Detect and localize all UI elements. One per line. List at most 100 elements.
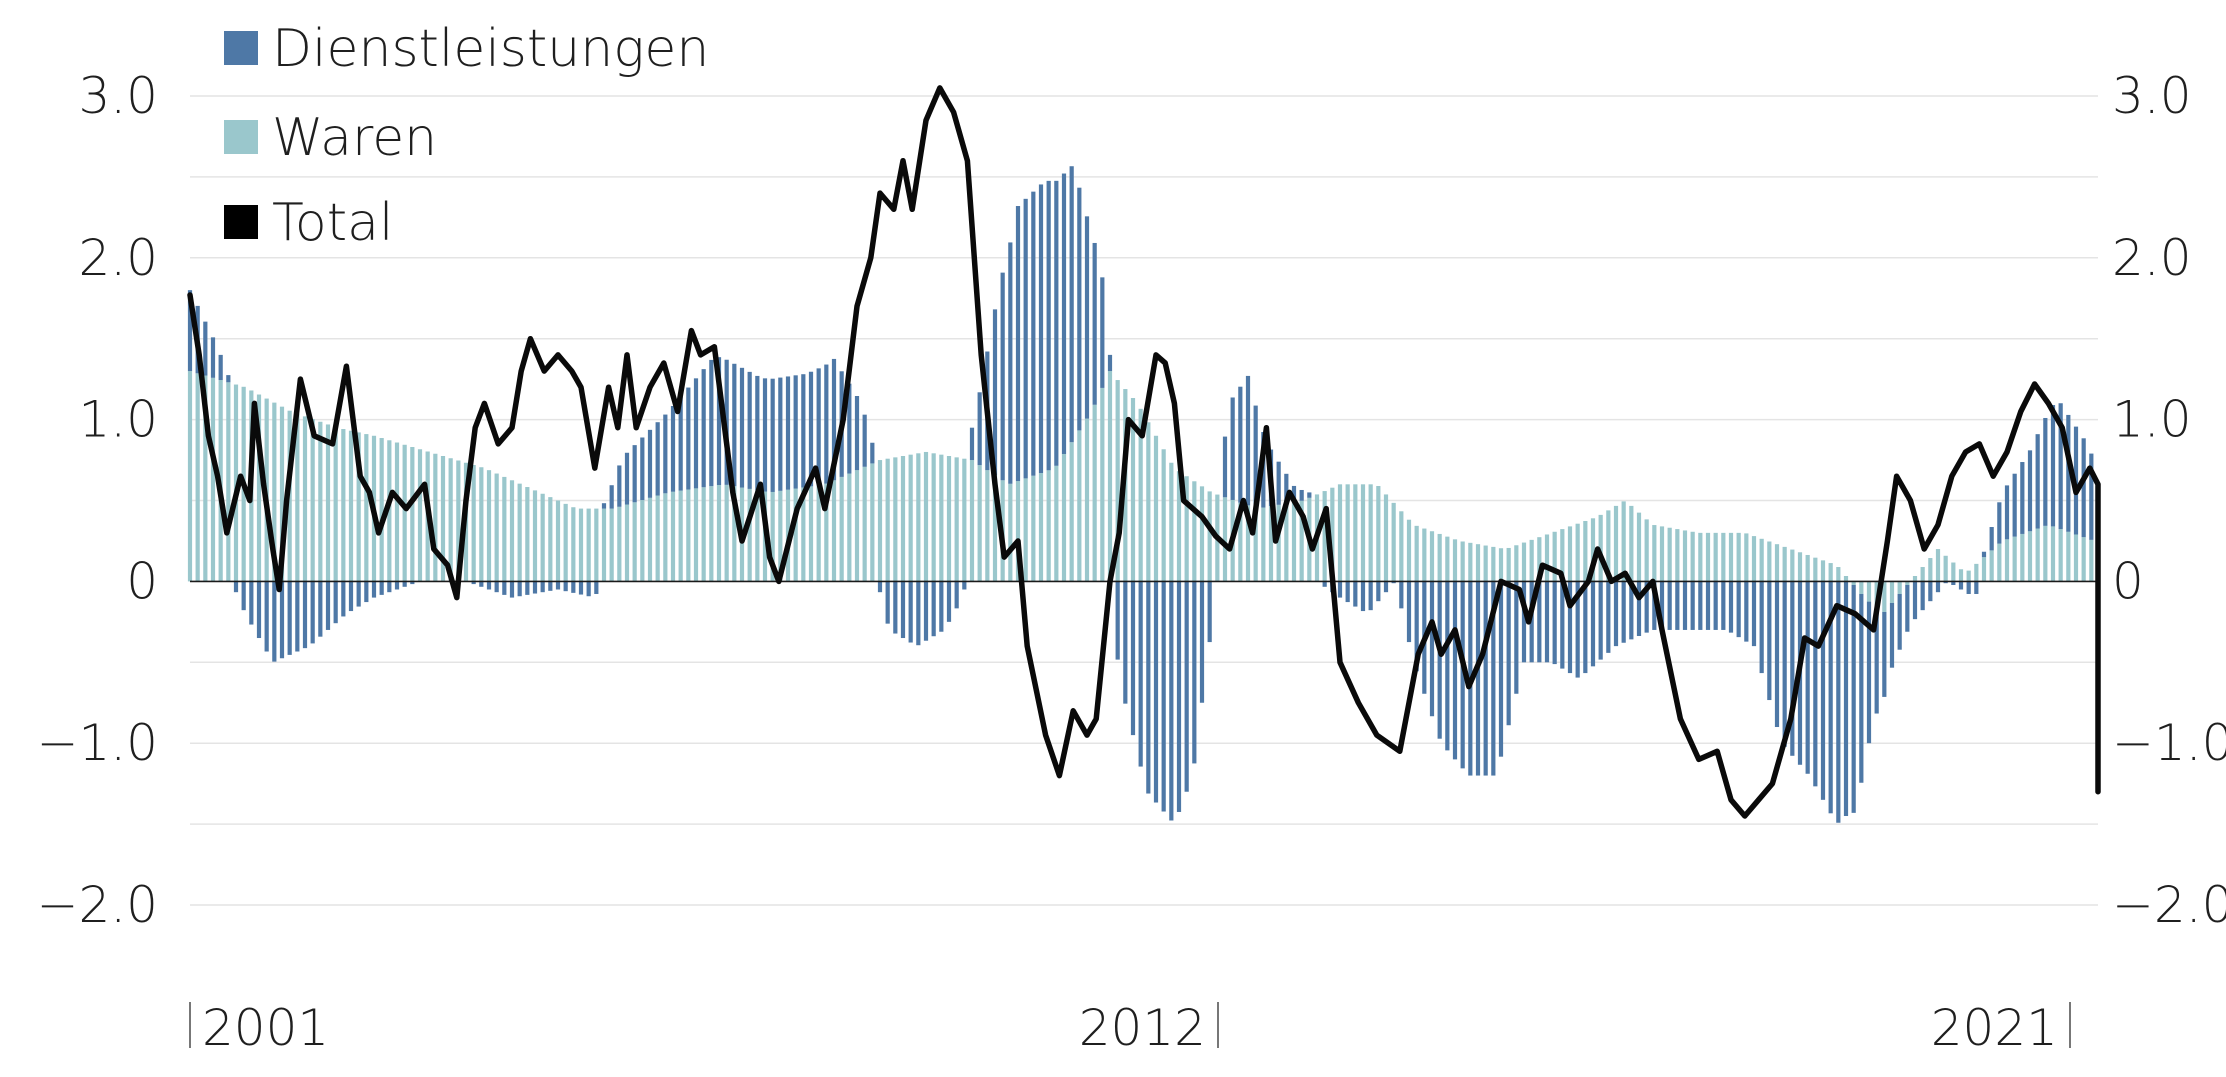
waren-bar bbox=[1054, 465, 1059, 582]
dienstleistungen-bar bbox=[601, 503, 607, 509]
dienstleistungen-bar bbox=[1023, 198, 1028, 479]
dienstleistungen-bar bbox=[563, 581, 568, 592]
dienstleistungen-bar bbox=[1882, 611, 1887, 697]
waren-bar bbox=[1989, 550, 1994, 582]
dienstleistungen-bar bbox=[1291, 485, 1297, 503]
waren-bar bbox=[663, 493, 668, 582]
dienstleistungen-bar bbox=[1805, 581, 1810, 774]
dienstleistungen-bar bbox=[1560, 581, 1565, 669]
waren-bar bbox=[1981, 557, 1987, 582]
waren-bar bbox=[1744, 533, 1749, 582]
waren-bar bbox=[701, 487, 706, 582]
dienstleistungen-bar bbox=[862, 414, 867, 467]
dienstleistungen-bar bbox=[264, 581, 269, 652]
waren-bar bbox=[226, 382, 231, 582]
waren-bar bbox=[1360, 484, 1366, 582]
dienstleistungen-bar bbox=[1337, 581, 1343, 598]
waren-bar bbox=[831, 480, 837, 582]
waren-bar bbox=[402, 444, 407, 582]
gridlines bbox=[190, 95, 2098, 906]
dienstleistungen-bar bbox=[1038, 184, 1044, 473]
dienstleistungen-bar bbox=[801, 374, 806, 488]
waren-bar bbox=[1882, 581, 1887, 612]
waren-bar bbox=[195, 373, 200, 582]
dienstleistungen-bar bbox=[548, 581, 553, 591]
waren-bar bbox=[302, 416, 308, 582]
waren-bar bbox=[1889, 581, 1895, 603]
y-axis-left: 3.0 2.0 1.0 0 −1.0 −2.0 bbox=[37, 67, 158, 934]
y-tick-label-right: 2.0 bbox=[2112, 229, 2192, 287]
dienstleistungen-bar bbox=[1345, 581, 1350, 603]
dienstleistungen-bar bbox=[655, 422, 660, 496]
waren-bar bbox=[1368, 484, 1373, 582]
waren-bar bbox=[364, 434, 369, 582]
dienstleistungen-bar bbox=[371, 581, 377, 598]
waren-bar bbox=[1675, 529, 1680, 582]
dienstleistungen-bar bbox=[1414, 581, 1419, 672]
dienstleistungen-bar bbox=[1544, 581, 1550, 663]
waren-bar bbox=[1437, 533, 1442, 582]
dienstleistungen-bar bbox=[624, 452, 630, 505]
waren-bar bbox=[1207, 491, 1212, 582]
dienstleistungen-bar bbox=[1514, 581, 1519, 694]
dienstleistungen-bar bbox=[962, 581, 967, 590]
waren-bar bbox=[1245, 505, 1251, 582]
waren-bar bbox=[1092, 404, 1097, 582]
waren-bar bbox=[2081, 537, 2086, 582]
dienstleistungen-bar bbox=[310, 581, 315, 644]
dienstleistungen-bar bbox=[1928, 581, 1933, 602]
waren-bar bbox=[2073, 534, 2079, 582]
dienstleistungen-bar bbox=[617, 465, 622, 507]
dienstleistungen-bar bbox=[946, 581, 952, 622]
waren-bar bbox=[624, 504, 630, 582]
dienstleistungen-bar bbox=[1146, 581, 1151, 794]
dienstleistungen-bar bbox=[302, 581, 308, 649]
dienstleistungen-bar bbox=[716, 357, 722, 485]
dienstleistungen-bar bbox=[778, 377, 783, 491]
dienstleistungen-bar bbox=[1974, 581, 1979, 594]
dienstleistungen-bar bbox=[1077, 187, 1082, 431]
waren-bar bbox=[1031, 475, 1036, 582]
waren-bar bbox=[1146, 422, 1151, 582]
waren-bar bbox=[1046, 470, 1051, 582]
dienstleistungen-bar bbox=[1989, 527, 1994, 551]
waren-bar bbox=[1276, 504, 1281, 582]
dienstleistungen-bar bbox=[893, 581, 898, 634]
dienstleistungen-bar bbox=[1744, 581, 1749, 642]
dienstleistungen-bar bbox=[640, 437, 645, 501]
dienstleistungen-bar bbox=[1169, 581, 1174, 821]
dienstleistungen-bar bbox=[241, 581, 246, 611]
waren-bar bbox=[210, 377, 216, 582]
waren-bar bbox=[471, 464, 476, 582]
legend-label: Dienstleistungen bbox=[272, 19, 709, 79]
dienstleistungen-bar bbox=[762, 378, 768, 492]
dienstleistungen-bar bbox=[1636, 581, 1642, 637]
dienstleistungen-bar bbox=[1667, 581, 1672, 630]
dienstleistungen-bar bbox=[954, 581, 959, 609]
waren-bar bbox=[1383, 494, 1389, 582]
waren-bar bbox=[1069, 442, 1074, 582]
dienstleistungen-bar bbox=[187, 290, 193, 372]
waren-bar bbox=[755, 490, 760, 582]
waren-bar bbox=[1353, 484, 1358, 582]
dienstleistungen-bar bbox=[2089, 453, 2094, 540]
waren-bar bbox=[1667, 527, 1672, 582]
y-tick-label-left: −1.0 bbox=[37, 714, 158, 772]
dienstleistungen-bar bbox=[1207, 581, 1212, 643]
waren-bar bbox=[808, 486, 814, 582]
waren-bar bbox=[410, 447, 415, 582]
dienstleistungen-bar bbox=[1506, 581, 1511, 726]
waren-bar bbox=[295, 413, 300, 582]
waren-bar bbox=[1736, 532, 1741, 582]
waren-bar bbox=[1859, 581, 1864, 594]
waren-bar bbox=[885, 458, 890, 582]
waren-bar bbox=[333, 427, 338, 582]
dienstleistungen-bar bbox=[1000, 272, 1005, 481]
waren-bar bbox=[1192, 481, 1197, 582]
y-axis-right: 3.0 2.0 1.0 0 −1.0 −2.0 bbox=[2112, 67, 2226, 934]
waren-bar bbox=[394, 442, 400, 582]
dienstleistungen-bar bbox=[1613, 581, 1619, 647]
dienstleistungen-bar bbox=[1276, 461, 1281, 505]
waren-bar bbox=[1644, 519, 1649, 582]
waren-bar bbox=[2066, 531, 2071, 582]
